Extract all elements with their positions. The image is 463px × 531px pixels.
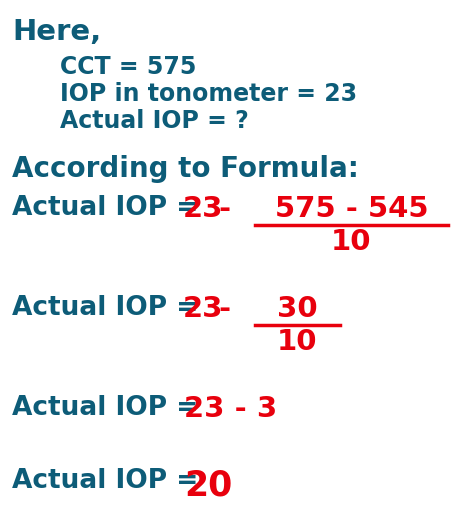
Text: 575 - 545: 575 - 545 (274, 195, 427, 223)
Text: Actual IOP =: Actual IOP = (12, 468, 207, 494)
Text: Actual IOP =: Actual IOP = (12, 295, 207, 321)
Text: 20: 20 (184, 468, 232, 502)
Text: 23: 23 (182, 295, 223, 323)
Text: 10: 10 (277, 328, 317, 356)
Text: CCT = 575: CCT = 575 (60, 55, 196, 79)
Text: Actual IOP =: Actual IOP = (12, 195, 207, 221)
Text: IOP in tonometer = 23: IOP in tonometer = 23 (60, 82, 357, 106)
Text: Actual IOP =: Actual IOP = (12, 395, 207, 421)
Text: 10: 10 (331, 228, 371, 256)
Text: 30: 30 (276, 295, 317, 323)
Text: Actual IOP = ?: Actual IOP = ? (60, 109, 248, 133)
Text: According to Formula:: According to Formula: (12, 155, 358, 183)
Text: 23: 23 (182, 195, 223, 223)
Text: Here,: Here, (12, 18, 101, 46)
Text: -: - (218, 295, 230, 323)
Text: 23 - 3: 23 - 3 (184, 395, 277, 423)
Text: -: - (218, 195, 230, 223)
